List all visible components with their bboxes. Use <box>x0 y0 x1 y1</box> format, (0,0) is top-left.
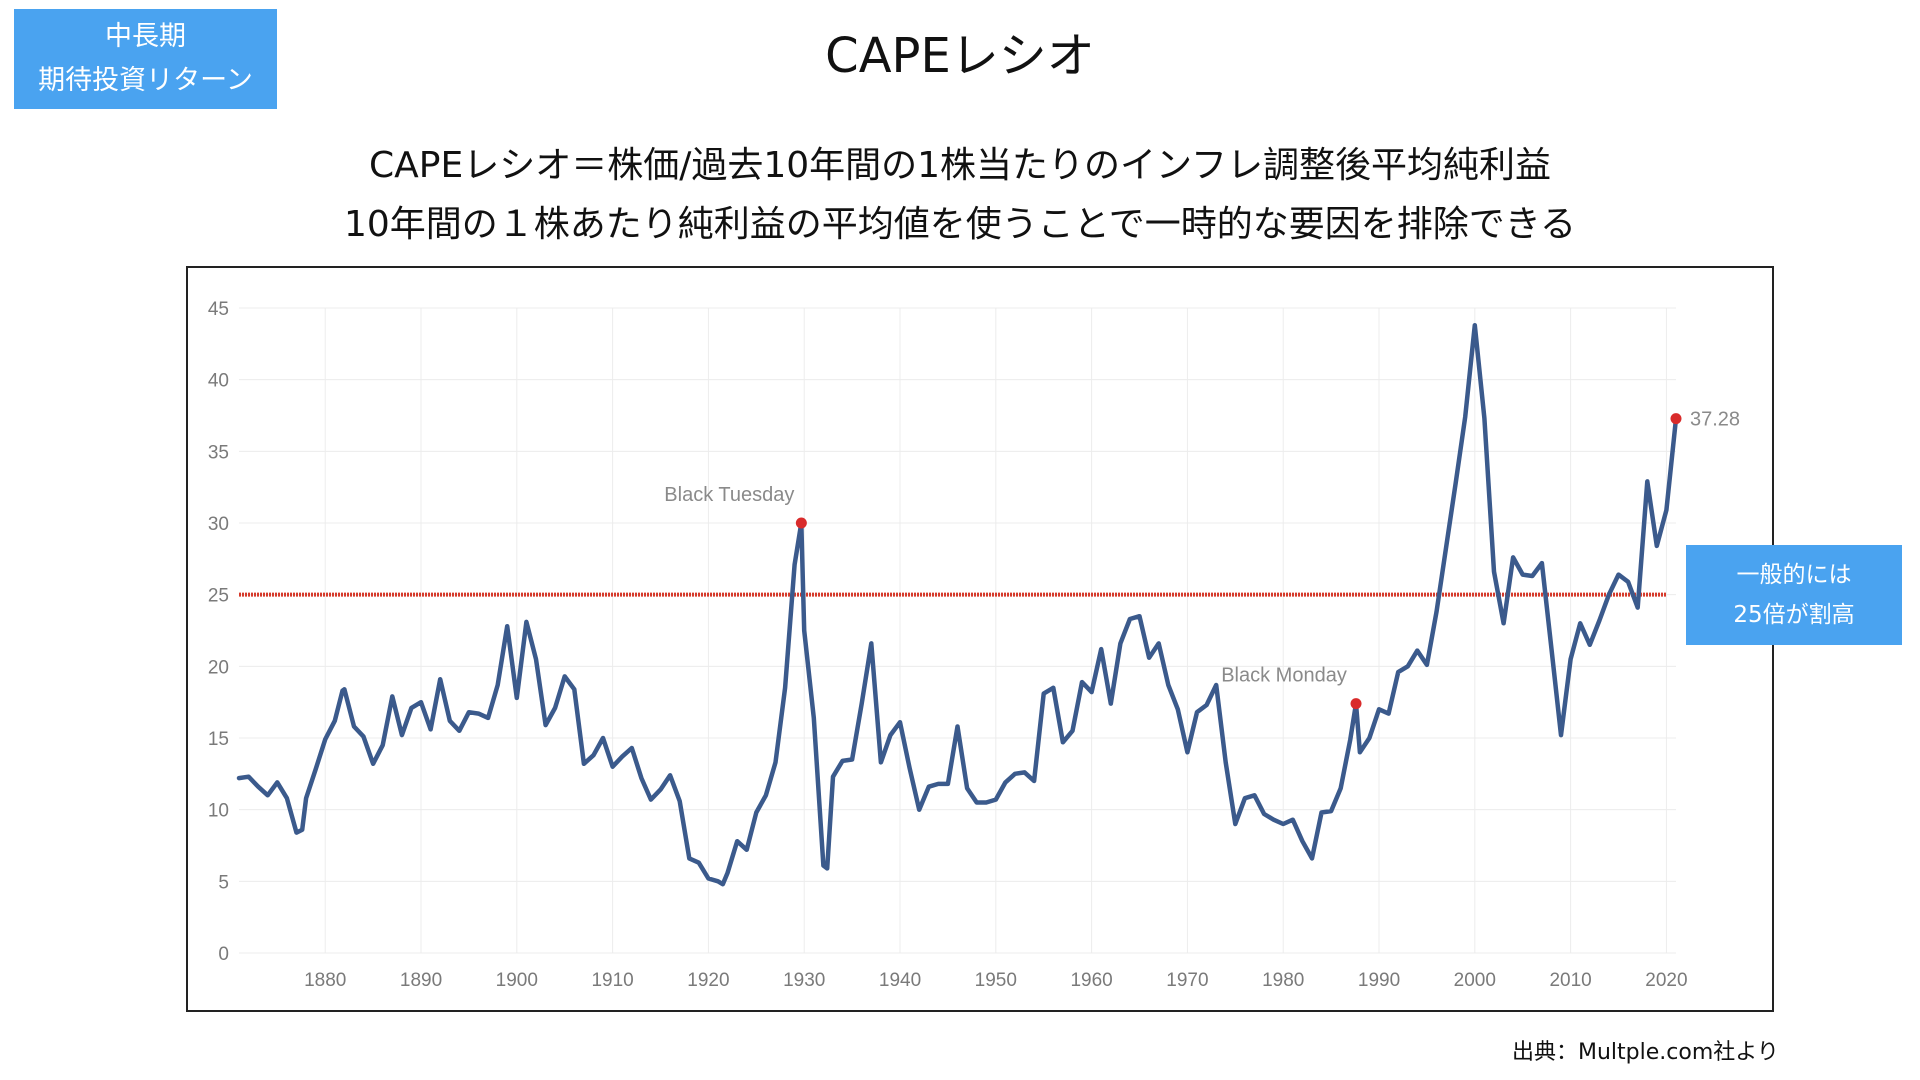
subtitle-definition: CAPEレシオ＝株価/過去10年間の1株当たりのインフレ調整後平均純利益 <box>369 145 1551 186</box>
x-tick-label: 2000 <box>1454 970 1496 991</box>
x-tick-label: 2010 <box>1549 970 1591 991</box>
y-tick-label: 20 <box>208 657 229 678</box>
x-tick-label: 1960 <box>1070 970 1112 991</box>
badge-line-1: 中長期 <box>105 21 186 52</box>
annotation-marker <box>1350 698 1362 710</box>
annotation-label: Black Tuesday <box>664 484 794 506</box>
x-tick-label: 1970 <box>1166 970 1208 991</box>
y-tick-label: 0 <box>218 944 229 965</box>
x-tick-label: 1910 <box>591 970 633 991</box>
annotation-label: Black Monday <box>1221 665 1347 687</box>
x-tick-label: 1890 <box>400 970 442 991</box>
y-tick-label: 40 <box>208 371 229 392</box>
section-badge: 中長期 期待投資リターン <box>14 9 277 109</box>
y-tick-label: 35 <box>208 442 229 463</box>
threshold-note-line-1: 一般的には <box>1736 562 1852 588</box>
x-tick-label: 1980 <box>1262 970 1304 991</box>
y-tick-label: 10 <box>208 801 229 822</box>
y-tick-label: 45 <box>208 299 229 320</box>
threshold-note: 一般的には 25倍が割高 <box>1686 545 1902 645</box>
x-tick-label: 1920 <box>687 970 729 991</box>
subtitle-explanation: 10年間の１株あたり純利益の平均値を使うことで一時的な要因を排除できる <box>343 204 1576 245</box>
x-tick-label: 2020 <box>1645 970 1687 991</box>
annotation-label: 37.28 <box>1690 409 1740 431</box>
cape-series-line <box>236 322 1679 887</box>
y-tick-label: 25 <box>208 586 229 607</box>
x-tick-label: 1990 <box>1358 970 1400 991</box>
cape-ratio-chart: 0 5 10 15 20 25 30 35 40 45 1880 1890 1900 1910 1920 19… <box>208 299 1740 991</box>
y-tick-label: 15 <box>208 729 229 750</box>
threshold-note-line-2: 25倍が割高 <box>1733 602 1855 628</box>
badge-line-2: 期待投資リターン <box>38 65 253 96</box>
x-tick-label: 1950 <box>975 970 1017 991</box>
y-tick-label: 5 <box>218 872 229 893</box>
source-credit: 出典：Multple.com社より <box>1512 1040 1779 1065</box>
annotation-marker <box>795 517 807 529</box>
y-tick-label: 30 <box>208 514 229 535</box>
x-tick-label: 1880 <box>304 970 346 991</box>
x-tick-label: 1930 <box>783 970 825 991</box>
x-tick-label: 1900 <box>496 970 538 991</box>
x-tick-label: 1940 <box>879 970 921 991</box>
annotation-marker <box>1670 413 1682 425</box>
page-title: CAPEレシオ <box>825 28 1095 84</box>
